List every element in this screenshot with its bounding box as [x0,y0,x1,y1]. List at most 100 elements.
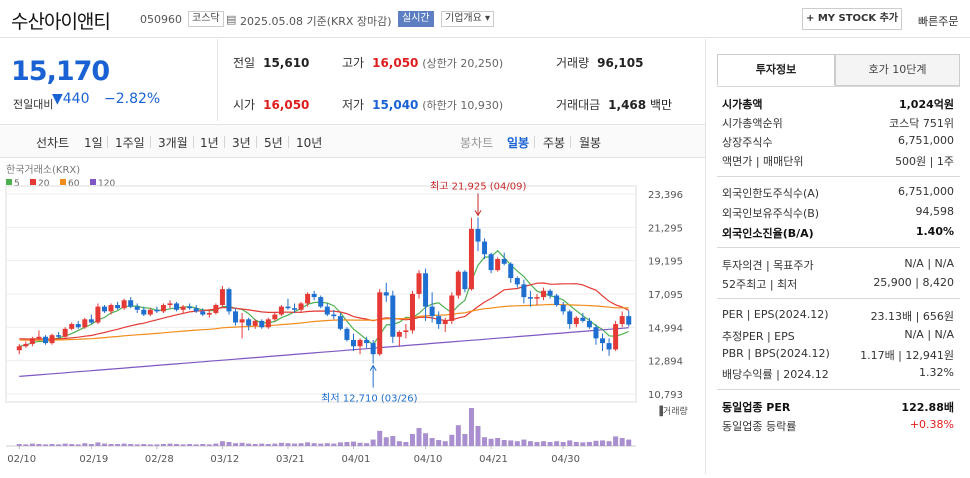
divider [193,136,194,148]
candle-body [246,319,252,326]
candle-body [311,293,317,298]
company-overview-button[interactable]: 기업개요 ▾ [441,11,495,27]
volume-bar [265,444,271,446]
candlestick-chart: 한국거래소(KRX) 5 20 60 120 ▐거래량 23,396 21,295 19,… [5,164,688,465]
tab-3month[interactable]: 3개월 [158,136,188,150]
candle-body [101,306,107,312]
candle-body [475,228,481,242]
candle-body [626,316,632,325]
volume-bar [501,440,507,446]
tab-line-chart[interactable]: 선차트 [36,136,70,150]
volume-bar [278,442,284,446]
volume-bar [180,444,186,446]
candle-body [560,305,566,312]
stat-volume: 거래량 96,105 [556,56,644,70]
volume-bar [49,444,55,446]
info-row: 시가총액순위 코스닥 751위 [722,117,954,130]
volume-bar [364,443,370,446]
volume-bar [468,408,474,446]
volume-bar [213,443,219,446]
volume-bar [560,442,566,446]
tab-5year[interactable]: 5년 [264,136,283,150]
candle-body [219,289,225,306]
low-annotation: 최저 12,710 (03/26) [321,393,417,405]
volume-bar [259,443,265,446]
y-tick-label: 12,894 [648,357,683,368]
divider [256,136,257,148]
tab-3year[interactable]: 3년 [232,136,251,150]
candle-body [141,309,147,315]
stock-chart[interactable]: 한국거래소(KRX) 5 20 60 120 ▐거래량 23,396 21,295 19,… [0,158,705,474]
tab-order-book[interactable]: 호가 10단계 [835,54,960,86]
add-my-stock-button[interactable]: + MY STOCK 추가 [802,8,902,30]
candle-body [396,331,402,337]
volume-bar [567,440,573,446]
x-tick-label: 02/10 [7,454,36,465]
volume-bar [606,441,612,446]
candle-body [488,254,494,271]
candle-body [29,338,35,344]
info-row: 외국인소진율(B/A) 1.40% [722,225,954,240]
volume-bar [272,443,278,446]
volume-bar [187,444,193,446]
candle-body [298,303,304,310]
volume-bar [285,443,291,446]
x-tick-label: 04/10 [414,454,443,465]
x-tick-label: 03/12 [210,454,239,465]
candle-body [16,346,22,351]
volume-bar [121,443,127,446]
volume-bar [36,444,42,446]
price-summary: 15,170 전일대비 ▼440 −2.82% [0,39,218,121]
x-tick-label: 02/28 [145,454,174,465]
candle-body [239,319,245,323]
tab-daily[interactable]: 일봉 [507,136,530,150]
volume-bar [423,433,429,446]
tab-investment-info[interactable]: 투자정보 [717,54,835,86]
tab-1year[interactable]: 1년 [200,136,219,150]
candle-body [390,295,396,337]
candle-body [364,339,370,344]
volume-bar [593,440,599,446]
volume-bar [488,438,494,446]
tab-1day[interactable]: 1일 [84,136,103,150]
change-value: ▼440 [52,91,90,107]
volume-bar [527,441,533,446]
candle-body [265,319,271,328]
candle-body [350,339,356,347]
candle-body [226,289,232,312]
overview-label: 기업개요 [445,13,482,24]
volume-bar [239,442,245,446]
divider [717,389,960,390]
candle-body [573,317,579,325]
candle-body [121,300,127,309]
info-row: PER | EPS(2024.12) 23.13배 | 656원 [722,308,954,323]
tab-candle-chart[interactable]: 봉차트 [460,136,494,150]
candle-body [154,309,160,312]
volume-bar [311,443,317,446]
tab-10year[interactable]: 10년 [296,136,323,150]
divider [224,136,225,148]
volume-bar [200,444,206,446]
volume-bar [383,437,389,446]
divider [717,86,960,87]
live-badge[interactable]: 실시간 [398,11,434,27]
stat-low: 저가 15,040 (하한가 10,930) [342,98,504,112]
candle-body [318,297,324,307]
volume-bar [128,444,134,446]
volume-bar [252,444,258,446]
candle-body [331,314,337,317]
volume-bar [219,441,225,446]
y-tick-label: 23,396 [648,190,683,201]
candle-body [527,297,533,299]
candle-body [213,305,219,313]
legend-label: 60 [68,179,80,189]
volume-bar [436,440,442,446]
info-row: 동일업종 PER 122.88배 [722,401,954,414]
candle-body [324,306,330,315]
tab-monthly[interactable]: 월봉 [579,136,602,150]
candle-body [42,336,48,344]
tab-1week[interactable]: 1주일 [115,136,145,150]
tab-weekly[interactable]: 주봉 [543,136,566,150]
quick-order-link[interactable]: 빠른주문 [918,15,959,28]
candle-body [462,271,468,290]
